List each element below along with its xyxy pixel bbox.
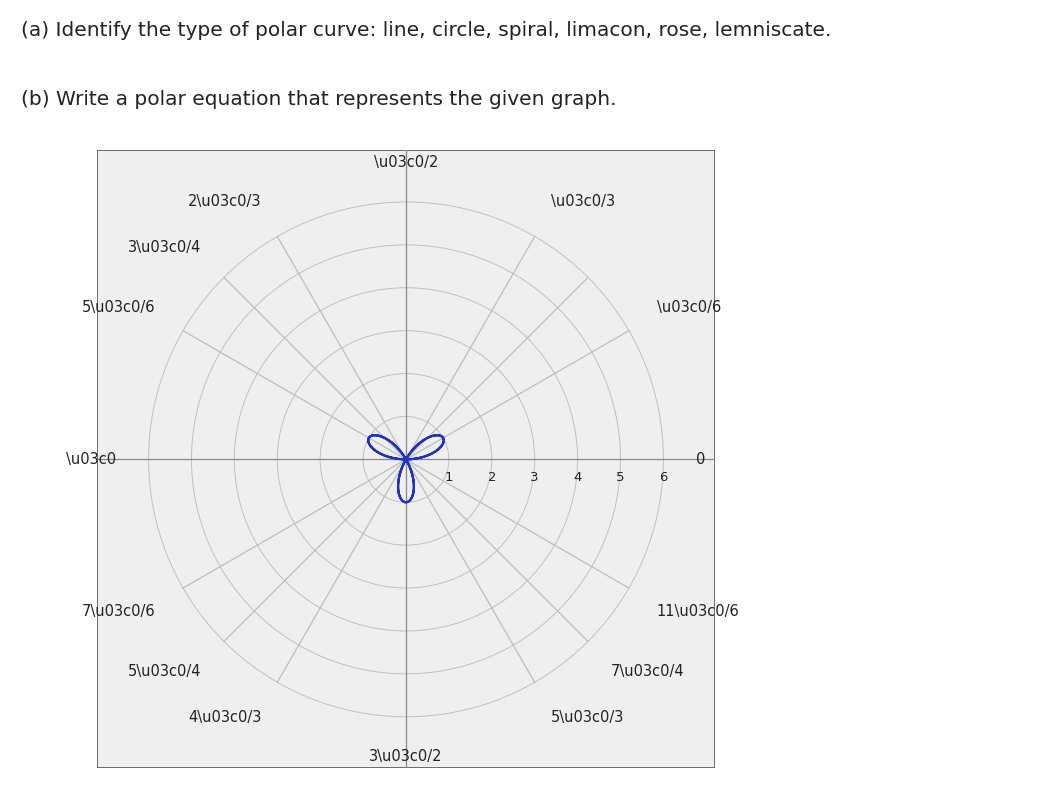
Text: 11\u03c0/6: 11\u03c0/6 — [657, 604, 739, 619]
Text: 4\u03c0/3: 4\u03c0/3 — [187, 710, 261, 725]
Text: \u03c0/2: \u03c0/2 — [374, 154, 438, 169]
Text: 1: 1 — [445, 471, 453, 485]
Text: \u03c0/6: \u03c0/6 — [657, 299, 721, 314]
Text: 5: 5 — [616, 471, 625, 485]
Text: \u03c0/3: \u03c0/3 — [551, 193, 615, 208]
Text: 5\u03c0/3: 5\u03c0/3 — [551, 710, 625, 725]
Text: 5\u03c0/6: 5\u03c0/6 — [81, 299, 155, 314]
Text: 7\u03c0/4: 7\u03c0/4 — [611, 664, 684, 679]
Text: 7\u03c0/6: 7\u03c0/6 — [81, 604, 155, 619]
Text: 5\u03c0/4: 5\u03c0/4 — [128, 664, 201, 679]
Text: 3: 3 — [531, 471, 539, 485]
Text: (a) Identify the type of polar curve: line, circle, spiral, limacon, rose, lemni: (a) Identify the type of polar curve: li… — [21, 21, 831, 40]
Text: 0: 0 — [695, 452, 705, 466]
Text: 3\u03c0/2: 3\u03c0/2 — [370, 749, 442, 764]
Text: \u03c0: \u03c0 — [67, 452, 117, 466]
Text: 2\u03c0/3: 2\u03c0/3 — [187, 193, 261, 208]
Text: 6: 6 — [659, 471, 667, 485]
Text: 4: 4 — [574, 471, 582, 485]
Text: (b) Write a polar equation that represents the given graph.: (b) Write a polar equation that represen… — [21, 90, 616, 109]
Text: 3\u03c0/4: 3\u03c0/4 — [128, 240, 201, 254]
Text: 2: 2 — [487, 471, 497, 485]
